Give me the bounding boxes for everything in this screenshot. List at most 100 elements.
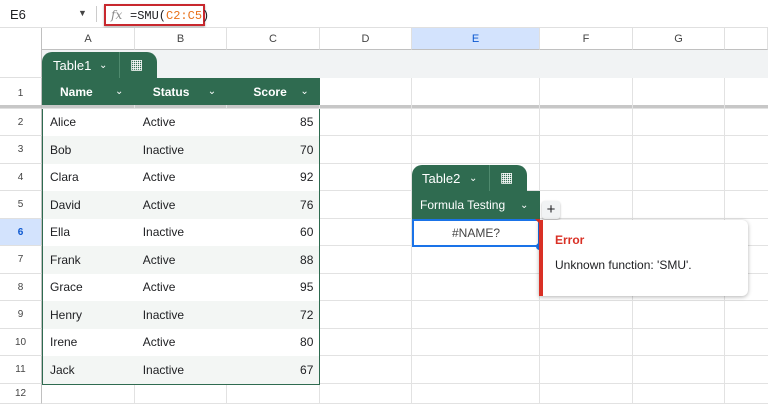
table-row: Ella Inactive 60 <box>43 219 319 246</box>
name-cell[interactable]: David <box>50 198 81 212</box>
row-header-9[interactable]: 9 <box>0 301 42 329</box>
name-cell[interactable]: Jack <box>50 363 75 377</box>
formula-text: =SMU(C2:C5) <box>130 9 210 23</box>
fx-icon: fx <box>111 8 123 22</box>
table-row: Grace Active 95 <box>43 274 319 301</box>
name-cell[interactable]: Frank <box>50 253 81 267</box>
status-cell[interactable]: Active <box>142 335 176 349</box>
column-header-d[interactable]: D <box>320 28 412 50</box>
chevron-down-icon[interactable]: ⌄ <box>115 86 124 97</box>
column-header-label: Score <box>253 85 287 99</box>
row-header-1[interactable]: 1 <box>0 78 42 109</box>
row-header-11[interactable]: 11 <box>0 356 42 384</box>
table-row: Bob Inactive 70 <box>43 136 319 164</box>
table2-name: Table2 <box>422 171 461 186</box>
chevron-down-icon[interactable]: ⌄ <box>520 200 529 211</box>
row-header-12[interactable]: 12 <box>0 384 42 404</box>
score-cell[interactable]: 60 <box>300 225 314 239</box>
name-box[interactable]: E6 <box>10 7 26 22</box>
column-header-g[interactable]: G <box>633 28 725 50</box>
column-header-label: Formula Testing <box>420 198 506 212</box>
column-header-a[interactable]: A <box>42 28 135 50</box>
table1-header-row: Name ⌄ Status ⌄ Score ⌄ <box>42 78 320 105</box>
name-cell[interactable]: Ella <box>50 225 71 239</box>
table1-tab[interactable]: Table1 ⌄ ▦ <box>42 52 157 78</box>
table1-header-name[interactable]: Name ⌄ <box>42 78 135 105</box>
gridline <box>42 108 768 109</box>
formula-bar: E6 ▼ fx =SMU(C2:C5) <box>0 0 768 28</box>
add-column-button[interactable]: + <box>542 201 560 219</box>
status-cell[interactable]: Active <box>142 170 176 184</box>
score-cell[interactable]: 85 <box>300 115 314 129</box>
table-chip-band <box>42 50 768 78</box>
name-cell[interactable]: Bob <box>50 143 72 157</box>
divider <box>96 6 97 22</box>
error-tooltip: Error Unknown function: 'SMU'. <box>539 220 748 296</box>
frozen-row-divider[interactable] <box>0 105 768 109</box>
error-title: Error <box>555 233 585 247</box>
score-cell[interactable]: 76 <box>300 198 314 212</box>
error-indicator <box>535 219 540 224</box>
row-header-10[interactable]: 10 <box>0 329 42 356</box>
name-cell[interactable]: Henry <box>50 308 83 322</box>
gridline <box>42 190 768 191</box>
table1-body: Alice Active 85 Bob Inactive 70 Clara Active 92 D… <box>42 109 320 385</box>
score-cell[interactable]: 92 <box>300 170 314 184</box>
formula-input[interactable]: fx =SMU(C2:C5) <box>104 4 209 26</box>
gridline <box>42 328 768 329</box>
row-header-2[interactable]: 2 <box>0 109 42 136</box>
score-cell[interactable]: 72 <box>300 308 314 322</box>
row-header-6[interactable]: 6 <box>0 219 42 246</box>
row-header-5[interactable]: 5 <box>0 191 42 219</box>
status-cell[interactable]: Inactive <box>142 308 185 322</box>
score-cell[interactable]: 67 <box>300 363 314 377</box>
status-cell[interactable]: Inactive <box>142 225 185 239</box>
chevron-down-icon[interactable]: ⌄ <box>300 86 309 97</box>
score-cell[interactable]: 70 <box>300 143 314 157</box>
status-cell[interactable]: Active <box>142 280 176 294</box>
score-cell[interactable]: 88 <box>300 253 314 267</box>
chevron-down-icon[interactable]: ▼ <box>78 8 87 18</box>
table-row: David Active 76 <box>43 191 319 219</box>
table-row: Henry Inactive 72 <box>43 301 319 329</box>
gridline <box>42 383 768 384</box>
status-cell[interactable]: Active <box>142 253 176 267</box>
status-cell[interactable]: Inactive <box>142 363 185 377</box>
gridline <box>42 218 768 219</box>
calculator-icon[interactable]: ▦ <box>130 56 144 72</box>
table1-name: Table1 <box>53 58 92 73</box>
column-header-b[interactable]: B <box>135 28 227 50</box>
row-header-7[interactable]: 7 <box>0 246 42 274</box>
column-header-c[interactable]: C <box>227 28 320 50</box>
chevron-down-icon[interactable]: ⌄ <box>207 86 217 97</box>
column-header-e[interactable]: E <box>412 28 540 50</box>
gridline <box>42 273 768 274</box>
calculator-icon[interactable]: ▦ <box>500 169 514 185</box>
gridline <box>42 355 768 356</box>
score-cell[interactable]: 95 <box>300 280 314 294</box>
row-header-4[interactable]: 4 <box>0 164 42 191</box>
table-row: Frank Active 88 <box>43 246 319 274</box>
status-cell[interactable]: Inactive <box>142 143 185 157</box>
name-cell[interactable]: Irene <box>50 335 78 349</box>
status-cell[interactable]: Active <box>142 198 176 212</box>
score-cell[interactable]: 80 <box>300 335 314 349</box>
column-header-f[interactable]: F <box>540 28 633 50</box>
row-header-8[interactable]: 8 <box>0 274 42 301</box>
name-cell[interactable]: Grace <box>50 280 83 294</box>
chevron-down-icon[interactable]: ⌄ <box>99 60 108 71</box>
table2-header-formula-testing[interactable]: Formula Testing ⌄ <box>412 191 540 219</box>
gridline <box>42 135 768 136</box>
chevron-down-icon[interactable]: ⌄ <box>469 173 478 184</box>
column-header-h[interactable] <box>725 28 768 50</box>
name-cell[interactable]: Clara <box>50 170 79 184</box>
table-row: Clara Active 92 <box>43 164 319 191</box>
table2-tab[interactable]: Table2 ⌄ ▦ <box>412 165 527 191</box>
cell-e6[interactable]: #NAME? <box>412 219 540 247</box>
table1-header-status[interactable]: Status ⌄ <box>135 78 228 105</box>
row-header-3[interactable]: 3 <box>0 136 42 164</box>
table1-header-score[interactable]: Score ⌄ <box>227 78 320 105</box>
status-cell[interactable]: Active <box>142 115 176 129</box>
name-cell[interactable]: Alice <box>50 115 77 129</box>
error-message: Unknown function: 'SMU'. <box>555 258 692 272</box>
